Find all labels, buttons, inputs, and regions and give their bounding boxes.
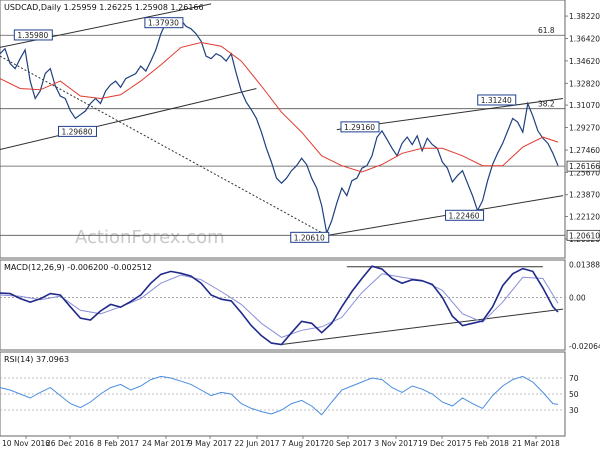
x-axis-label: 8 Feb 2017 xyxy=(97,439,139,448)
price-annotation-label: 1.29160 xyxy=(344,123,375,132)
price-axis-label: 1.31070 xyxy=(569,101,600,110)
price-annotation-box xyxy=(445,209,485,221)
price-axis-label: 1.23870 xyxy=(569,191,600,200)
macd-title: MACD(12,26,9) -0.006200 -0.002512 xyxy=(4,263,152,272)
macd-support-line xyxy=(281,308,564,345)
rsi-panel-frame xyxy=(0,351,566,437)
channel-line xyxy=(0,88,257,151)
macd-axis-label: -0.020648 xyxy=(569,342,600,351)
x-axis-label: 7 Aug 2017 xyxy=(281,439,324,448)
price-annotation-label: 1.29680 xyxy=(61,127,92,136)
price-annotation-label: 1.20610 xyxy=(294,233,325,242)
x-axis-label: 9 May 2017 xyxy=(188,439,232,448)
x-axis-label: 22 Jun 2017 xyxy=(234,439,279,448)
x-axis-label: 3 Nov 2017 xyxy=(374,439,417,448)
price-annotation-box xyxy=(57,125,97,137)
x-axis-label: 10 Nov 2016 xyxy=(2,439,50,448)
price-axis-label: 1.29270 xyxy=(569,124,600,133)
price-title: USDCAD,Daily 1.25959 1.26225 1.25908 1.2… xyxy=(4,3,204,12)
x-axis-label: 26 Dec 2016 xyxy=(46,439,94,448)
price-annotation-label: 1.37930 xyxy=(148,19,179,28)
price-annotation-box xyxy=(13,29,53,41)
x-axis-label: 21 Mar 2018 xyxy=(512,439,560,448)
rsi-title: RSI(14) 37.0963 xyxy=(4,355,69,364)
x-axis-label: 20 Sep 2017 xyxy=(324,439,372,448)
price-series-line xyxy=(0,18,559,236)
price-annotation-box xyxy=(340,121,380,133)
rsi-axis-label: 50 xyxy=(569,390,579,399)
rsi-chart xyxy=(0,375,565,416)
rsi-axis-label: 70 xyxy=(569,374,579,383)
price-chart: 1.35980 1.37930 1.29680 1.29160 1.31240 1.224… xyxy=(0,3,565,243)
x-axis-label: 5 Feb 2018 xyxy=(467,439,509,448)
macd-axis-label: 0.00 xyxy=(569,293,586,302)
support-price-tag xyxy=(566,229,600,241)
macd-panel-frame xyxy=(0,259,566,351)
macd-chart xyxy=(0,265,565,346)
current-price-label: 1.26166 xyxy=(569,162,600,171)
fib-level-label: 38.2 xyxy=(538,100,555,109)
x-axis-label: 19 Dec 2017 xyxy=(418,439,466,448)
price-annotation-box xyxy=(477,94,517,106)
watermark: ActionForex.com xyxy=(75,227,225,248)
support-price-label: 1.20610 xyxy=(569,231,600,240)
price-annotation-box xyxy=(144,17,184,29)
price-axis-label: 1.38220 xyxy=(569,12,600,21)
rsi-axis-label: 30 xyxy=(569,406,579,415)
price-axis-label: 1.32820 xyxy=(569,79,600,88)
price-annotation-label: 1.31240 xyxy=(481,96,512,105)
macd-line xyxy=(0,265,559,346)
price-axis-label: 1.22120 xyxy=(569,213,600,222)
price-axis-label: 1.27460 xyxy=(569,146,600,155)
fib-level-label: 61.8 xyxy=(538,26,555,35)
channel-line xyxy=(326,195,564,236)
price-annotation-label: 1.22460 xyxy=(449,211,480,220)
macd-signal-line xyxy=(0,273,559,338)
x-axis-label: 24 Mar 2017 xyxy=(142,439,190,448)
current-price-tag xyxy=(566,160,600,172)
price-annotation-box xyxy=(290,231,330,243)
price-axis-label: 1.25670 xyxy=(569,168,600,177)
price-annotation-label: 1.35980 xyxy=(17,31,48,40)
price-axis-label: 1.36420 xyxy=(569,34,600,43)
rsi-line xyxy=(0,375,559,416)
moving-average-line xyxy=(0,41,559,173)
price-axis-label: 1.34620 xyxy=(569,57,600,66)
axes: 1.38220 1.36420 1.34620 1.32820 1.31070 1.292… xyxy=(2,12,600,448)
